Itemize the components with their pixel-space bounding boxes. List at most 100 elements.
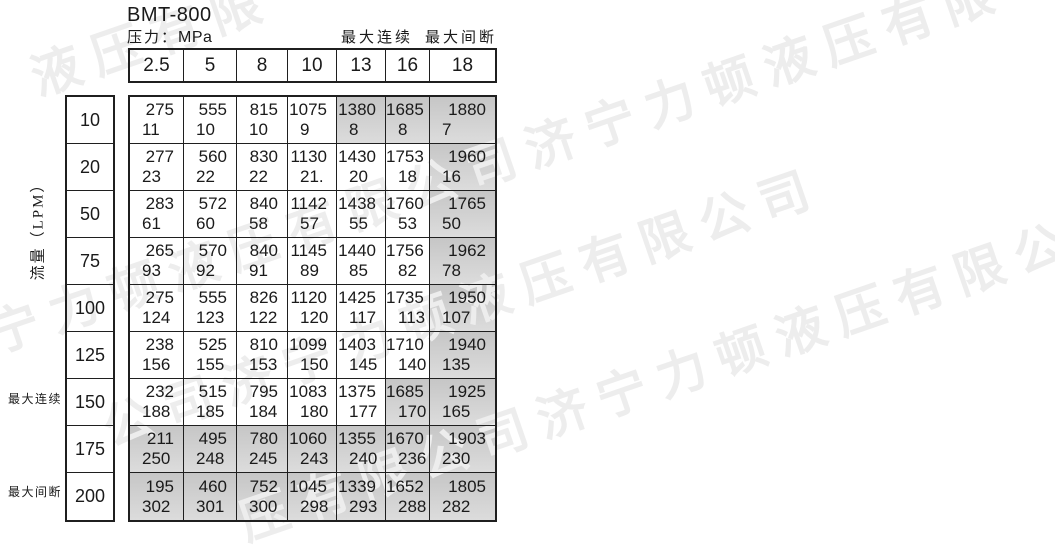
data-cell: 795 184 bbox=[237, 379, 288, 426]
cell-bottom-value: 302 bbox=[142, 496, 171, 516]
data-cell: 1685 170 bbox=[386, 379, 430, 426]
cell-top-value: 830 bbox=[249, 147, 278, 166]
data-cell: 275 124 bbox=[130, 285, 184, 332]
cell-top-value: 275 bbox=[145, 288, 174, 307]
data-cell: 1880 7 bbox=[430, 97, 495, 144]
pressure-axis-label-zh: 压力： bbox=[127, 30, 179, 46]
cell-bottom-value: 23 bbox=[142, 167, 161, 186]
cell-bottom-value: 293 bbox=[349, 496, 378, 516]
cell-shading bbox=[386, 473, 430, 520]
cell-bottom-value: 188 bbox=[142, 402, 171, 421]
cell-bottom-value: 155 bbox=[196, 355, 225, 374]
cell-top-value: 1145 bbox=[290, 241, 327, 260]
flow-value-column: 10 20 50 75 100 125 150 175 200 bbox=[65, 95, 115, 522]
table-cell-shading-layer bbox=[128, 95, 497, 522]
cell-bottom-value: 113 bbox=[398, 308, 426, 327]
cell-bottom-value: 89 bbox=[300, 261, 319, 280]
cell-top-value: 1339 bbox=[338, 476, 376, 496]
cell-shading bbox=[288, 473, 337, 520]
cell-top-value: 826 bbox=[249, 288, 278, 307]
cell-bottom-value: 145 bbox=[349, 355, 378, 374]
cell-bottom-value: 170 bbox=[398, 402, 427, 421]
data-cell: 1805 282 bbox=[430, 473, 495, 520]
cell-bottom-value: 120 bbox=[300, 308, 329, 327]
cell-bottom-value: 107 bbox=[442, 308, 471, 327]
flow-axis-label: 流量（LPM） bbox=[30, 175, 47, 281]
model-title: BMT-800 bbox=[127, 4, 212, 26]
data-cell: 840 58 bbox=[237, 191, 288, 238]
cell-top-value: 1120 bbox=[290, 288, 327, 307]
cell-shading bbox=[386, 426, 430, 473]
cell-bottom-value: 10 bbox=[196, 120, 215, 139]
cell-top-value: 265 bbox=[145, 241, 174, 260]
data-cell: 810 153 bbox=[237, 332, 288, 379]
cell-top-value: 1685 bbox=[386, 382, 424, 401]
cell-bottom-value: 122 bbox=[249, 308, 278, 327]
flow-value-cell: 200 bbox=[74, 486, 106, 506]
cell-bottom-value: 8 bbox=[398, 120, 408, 139]
data-cell: 1075 9 bbox=[288, 97, 337, 144]
cell-top-value: 1950 bbox=[448, 288, 486, 307]
cell-bottom-value: 153 bbox=[249, 355, 278, 374]
performance-data-table: 275 11 555 10 815 10 1075 9 1380 8 1685 8 1880 7 277 23… bbox=[128, 95, 497, 522]
cell-top-value: 1425 bbox=[338, 288, 376, 307]
data-cell: 495 248 bbox=[184, 426, 237, 473]
cell-bottom-value: 57 bbox=[300, 214, 319, 233]
data-cell: 1083 180 bbox=[288, 379, 337, 426]
cell-top-value: 1753 bbox=[386, 147, 424, 166]
cell-top-value: 211 bbox=[146, 429, 174, 448]
cell-bottom-value: 150 bbox=[300, 355, 329, 374]
cell-bottom-value: 21. bbox=[300, 167, 324, 186]
cell-top-value: 495 bbox=[198, 429, 227, 448]
cell-top-value: 810 bbox=[249, 335, 278, 354]
cell-shading bbox=[337, 97, 386, 144]
data-cell: 277 23 bbox=[130, 144, 184, 191]
cell-top-value: 1075 bbox=[289, 100, 327, 119]
data-cell: 1735 113 bbox=[386, 285, 430, 332]
cell-top-value: 515 bbox=[198, 382, 227, 401]
cell-top-value: 1142 bbox=[290, 194, 327, 213]
cell-top-value: 1438 bbox=[338, 194, 376, 213]
cell-bottom-value: 55 bbox=[349, 214, 368, 233]
cell-top-value: 232 bbox=[145, 382, 174, 401]
cell-bottom-value: 124 bbox=[142, 308, 171, 327]
cell-top-value: 1880 bbox=[448, 100, 486, 119]
cell-shading bbox=[430, 97, 495, 144]
pressure-header-cell: 5 bbox=[184, 50, 237, 81]
data-cell: 1440 85 bbox=[337, 238, 386, 285]
pressure-header-cell: 18 bbox=[451, 54, 474, 76]
data-cell: 283 61 bbox=[130, 191, 184, 238]
cell-top-value: 1960 bbox=[448, 147, 486, 166]
data-cell: 780 245 bbox=[237, 426, 288, 473]
data-cell: 1099 150 bbox=[288, 332, 337, 379]
max-continuous-row-marker: 最大连续 bbox=[8, 392, 63, 406]
cell-bottom-value: 58 bbox=[249, 214, 268, 233]
cell-bottom-value: 16 bbox=[442, 167, 461, 186]
cell-bottom-value: 140 bbox=[398, 355, 427, 374]
data-cell: 1425 117 bbox=[337, 285, 386, 332]
data-cell: 752 300 bbox=[237, 473, 288, 520]
cell-bottom-value: 282 bbox=[442, 496, 471, 516]
cell-bottom-value: 10 bbox=[249, 120, 268, 139]
cell-bottom-value: 230 bbox=[442, 449, 471, 468]
cell-bottom-value: 177 bbox=[349, 402, 378, 421]
data-cell: 1756 82 bbox=[386, 238, 430, 285]
data-cell: 265 93 bbox=[130, 238, 184, 285]
legend-max-continuous: 最大连续 bbox=[340, 30, 413, 46]
data-cell: 840 91 bbox=[237, 238, 288, 285]
cell-top-value: 795 bbox=[249, 382, 278, 401]
data-cell: 1120 120 bbox=[288, 285, 337, 332]
cell-shading bbox=[386, 97, 430, 144]
data-cell: 1355 240 bbox=[337, 426, 386, 473]
max-intermittent-row-marker: 最大间断 bbox=[8, 485, 63, 499]
cell-shading bbox=[430, 332, 495, 379]
data-cell: 826 122 bbox=[237, 285, 288, 332]
cell-top-value: 840 bbox=[249, 194, 278, 213]
data-cell: 1670 236 bbox=[386, 426, 430, 473]
data-cell: 560 22 bbox=[184, 144, 237, 191]
cell-top-value: 1805 bbox=[448, 476, 486, 496]
cell-top-value: 1083 bbox=[289, 382, 327, 401]
flow-value-cell: 175 bbox=[67, 426, 113, 473]
cell-bottom-value: 250 bbox=[142, 449, 171, 468]
